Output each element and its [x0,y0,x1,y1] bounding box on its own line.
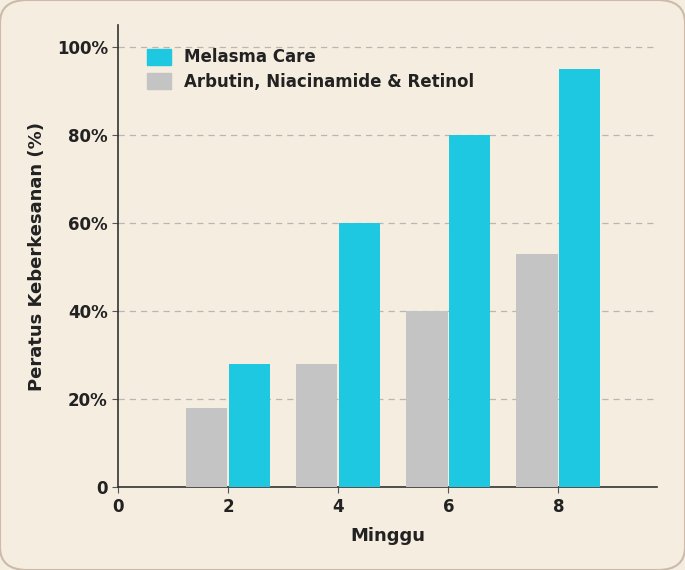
Bar [449,135,490,487]
Bar [559,70,601,487]
Bar [406,311,447,487]
Bar [296,364,338,487]
Bar [516,254,558,487]
Bar [229,364,271,487]
Y-axis label: Peratus Keberkesanan (%): Peratus Keberkesanan (%) [27,122,46,391]
Bar [186,408,227,487]
Legend: Melasma Care, Arbutin, Niacinamide & Retinol: Melasma Care, Arbutin, Niacinamide & Ret… [138,38,484,101]
X-axis label: Minggu: Minggu [350,527,425,545]
Bar [339,223,380,487]
